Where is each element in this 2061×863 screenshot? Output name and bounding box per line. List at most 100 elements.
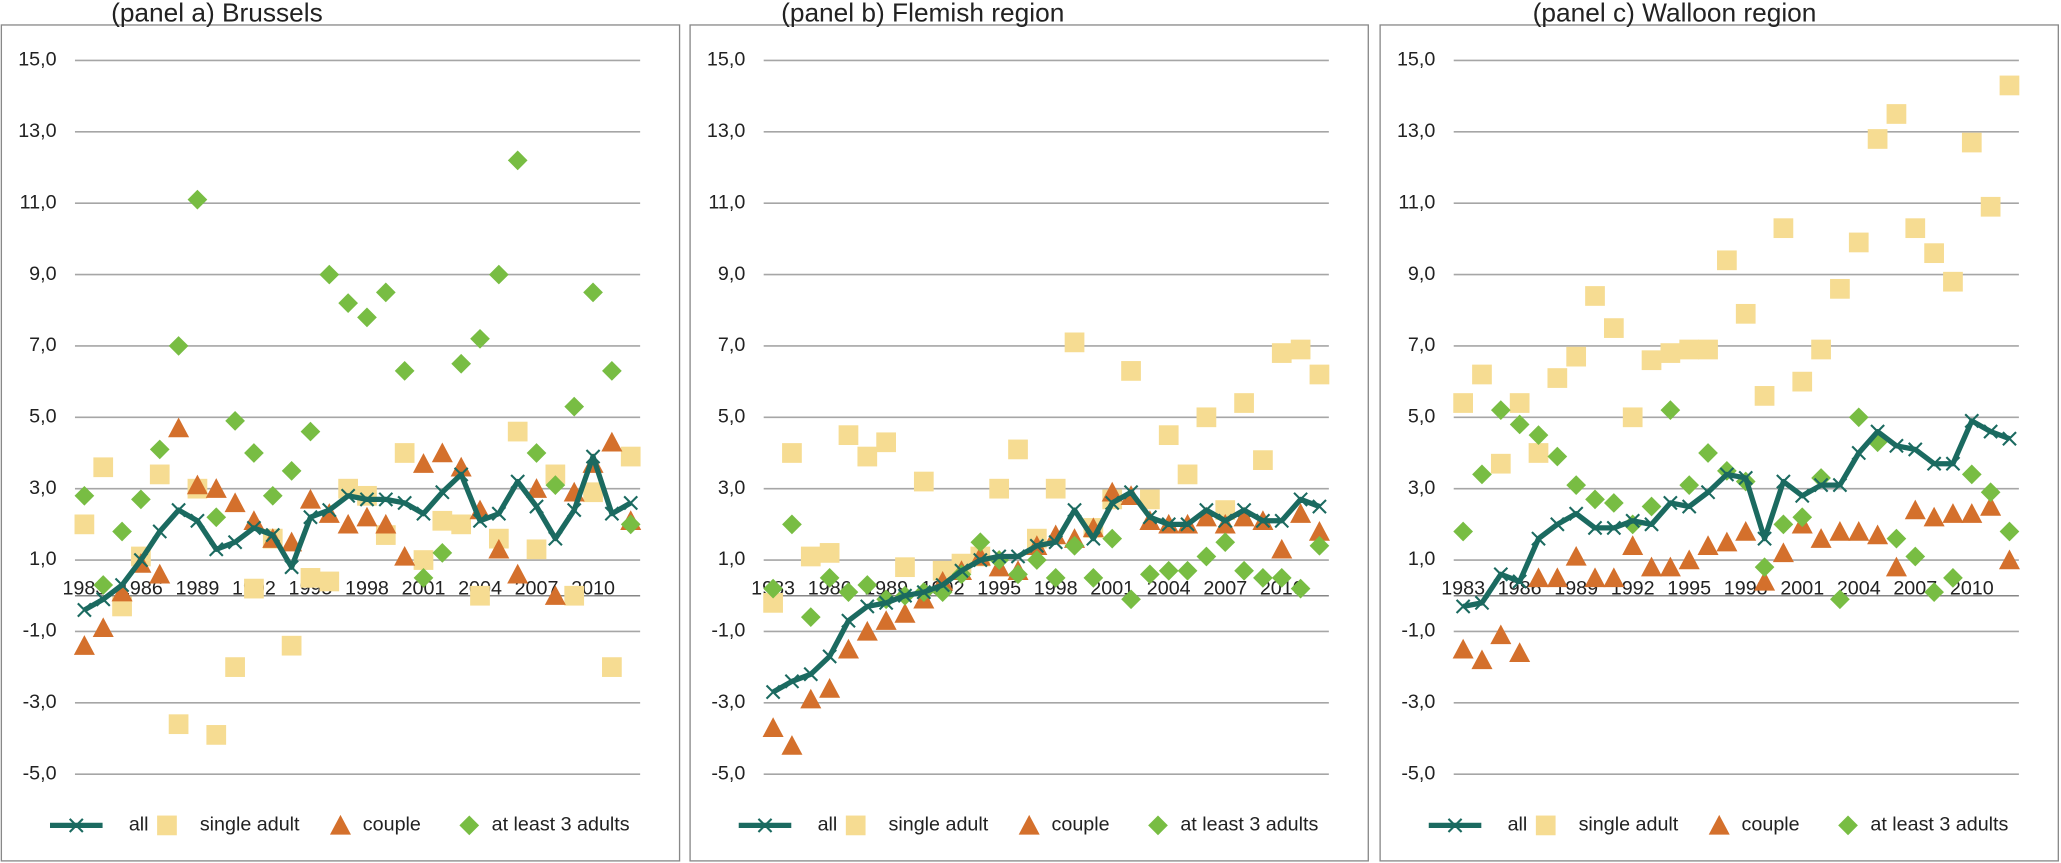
point-marker — [566, 502, 582, 518]
data-point — [356, 506, 378, 527]
data-point — [1584, 567, 1606, 588]
data-point — [262, 485, 283, 506]
data-point — [1811, 339, 1831, 360]
data-point — [894, 603, 916, 623]
data-point — [1233, 506, 1255, 527]
legend-label: all — [818, 814, 838, 836]
y-tick-label: 15,0 — [18, 49, 56, 71]
data-point — [1717, 250, 1737, 271]
point-marker — [1217, 513, 1233, 529]
legend-marker — [459, 815, 480, 836]
data-point — [1045, 568, 1066, 588]
data-point — [1102, 528, 1123, 549]
point-marker — [133, 552, 149, 568]
point-marker — [303, 509, 318, 525]
data-point — [1158, 560, 1179, 581]
point-marker — [1029, 538, 1045, 554]
data-point — [1195, 506, 1217, 527]
data-point — [168, 714, 189, 735]
point-marker — [95, 591, 111, 607]
legend-marker — [157, 815, 177, 836]
point-marker — [991, 549, 1007, 564]
data-point — [281, 460, 302, 481]
point-marker — [1274, 513, 1290, 529]
data-point — [168, 336, 189, 356]
data-point — [1234, 560, 1254, 581]
data-point — [394, 361, 415, 381]
point-marker — [1123, 484, 1139, 500]
x-tick-label: 1983 — [62, 577, 106, 599]
data-point — [92, 617, 114, 638]
data-point — [1679, 475, 1700, 495]
data-point — [1622, 407, 1643, 428]
data-point — [300, 568, 321, 588]
data-point — [112, 596, 132, 617]
point-marker — [841, 613, 856, 629]
data-point — [319, 264, 340, 285]
y-tick-label: 15,0 — [707, 49, 745, 71]
data-point — [800, 688, 822, 709]
point-marker — [1550, 517, 1565, 532]
legend-label: couple — [1742, 814, 1800, 836]
point-marker — [1010, 549, 1026, 564]
data-point — [1585, 286, 1605, 306]
point-marker — [1180, 517, 1195, 532]
point-marker — [822, 649, 837, 664]
point-marker — [1625, 513, 1641, 529]
point-marker — [1700, 484, 1716, 500]
panel-frame — [0, 24, 681, 862]
data-point — [1773, 218, 1794, 239]
data-point — [1215, 532, 1236, 553]
data-point — [337, 513, 359, 534]
data-point — [1603, 493, 1624, 513]
data-point — [1792, 507, 1813, 528]
point-marker — [1104, 495, 1120, 511]
data-point — [1064, 332, 1085, 353]
data-point — [149, 563, 171, 584]
x-tick-label: 2001 — [402, 577, 446, 599]
data-point — [1490, 453, 1511, 474]
data-point — [1848, 232, 1869, 253]
data-point — [545, 464, 566, 485]
point-marker — [1161, 517, 1177, 532]
data-point — [112, 521, 132, 542]
point-marker — [1493, 567, 1509, 582]
data-point — [1471, 649, 1493, 670]
data-point — [507, 421, 528, 442]
data-point — [1735, 303, 1756, 324]
point-marker — [1719, 467, 1735, 482]
data-point — [1290, 578, 1311, 599]
data-point — [1641, 556, 1663, 577]
x-tick-label: 1995 — [977, 577, 1021, 599]
point-marker — [359, 492, 375, 507]
data-point — [601, 431, 623, 452]
point-marker — [784, 674, 800, 689]
data-point — [620, 514, 641, 535]
data-point — [838, 425, 859, 446]
y-tick-label: 9,0 — [718, 263, 745, 285]
data-point — [763, 578, 783, 599]
data-point — [111, 581, 133, 602]
point-marker — [152, 524, 168, 539]
point-marker — [973, 552, 988, 568]
point-marker — [954, 563, 969, 579]
data-point — [857, 575, 878, 595]
x-tick-label: 2010 — [1950, 577, 1994, 599]
data-point — [1999, 521, 2020, 542]
point-marker — [171, 502, 186, 518]
data-point — [1698, 443, 1718, 463]
point-marker — [491, 506, 507, 521]
data-point — [1121, 589, 1141, 610]
data-point — [762, 717, 784, 737]
data-point — [1527, 567, 1550, 588]
point-marker — [1794, 488, 1810, 504]
legend-marker — [757, 818, 773, 833]
data-point — [1566, 346, 1587, 367]
point-marker — [1067, 502, 1082, 518]
legend-label: couple — [1052, 814, 1110, 836]
data-point — [224, 492, 246, 513]
point-marker — [77, 602, 92, 618]
y-tick-label: 7,0 — [29, 334, 56, 356]
data-point — [1735, 520, 1757, 541]
data-point — [1214, 513, 1236, 534]
